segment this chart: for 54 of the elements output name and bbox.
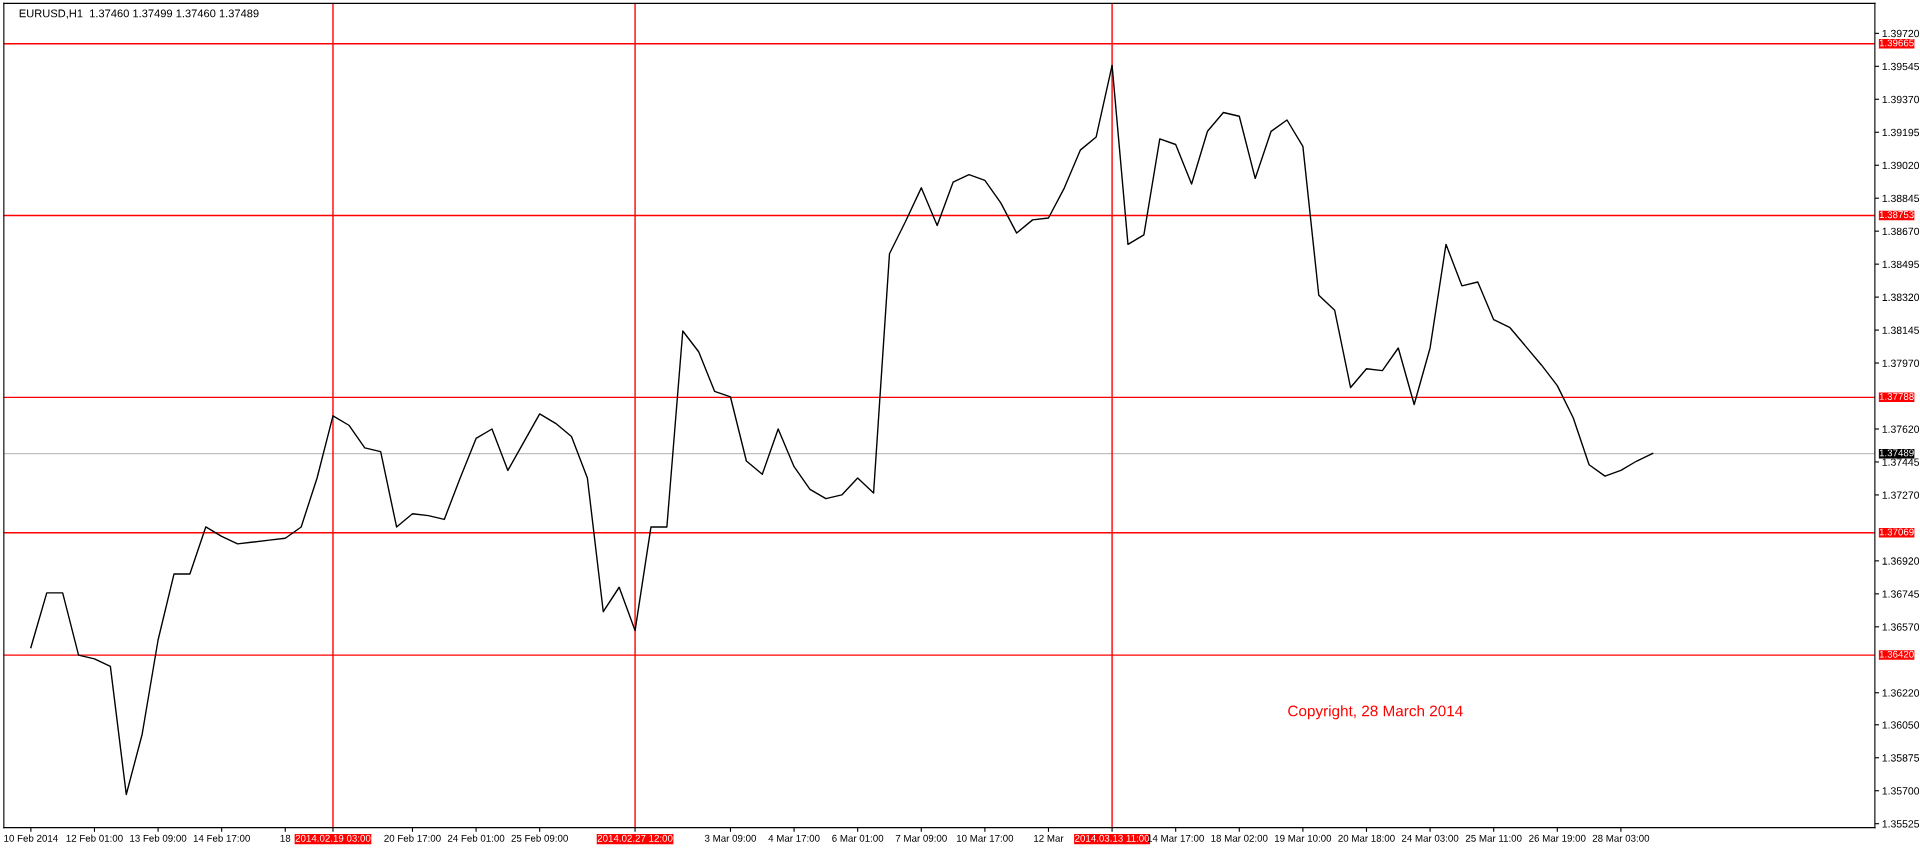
- x-tick-label: 14 Feb 17:00: [193, 834, 250, 842]
- y-tick-label: 1.36920: [1882, 557, 1920, 565]
- y-tick-label: 1.37445: [1882, 458, 1920, 466]
- x-tick-label: 2014.02.19 03:00: [295, 834, 371, 842]
- x-tick-label: 7 Mar 09:00: [895, 834, 947, 842]
- x-tick-label: 12 Feb 01:00: [66, 834, 123, 842]
- y-tick-label: 1.36570: [1882, 623, 1920, 631]
- x-tick-label: 4 Mar 17:00: [768, 834, 820, 842]
- y-tick-label: 1.36745: [1882, 590, 1920, 598]
- x-tick-label: 3 Mar 09:00: [704, 834, 757, 842]
- x-tick-label: 24 Feb 01:00: [447, 834, 505, 842]
- y-tick-label: 1.37970: [1882, 359, 1920, 367]
- chart-title: EURUSD,H1 1.37460 1.37499 1.37460 1.37489: [19, 9, 259, 19]
- x-tick-label: 20 Mar 18:00: [1338, 834, 1395, 842]
- y-tick-label: 1.36220: [1882, 689, 1920, 697]
- y-tick-label: 1.38145: [1882, 326, 1920, 334]
- y-tick-label: 1.39720: [1882, 29, 1920, 38]
- y-tick-label: 1.39020: [1882, 161, 1920, 170]
- y-tick-label: 1.38495: [1882, 260, 1920, 269]
- x-tick-label: 25 Feb 09:00: [511, 834, 568, 842]
- x-tick-label: 10 Mar 17:00: [956, 834, 1014, 842]
- y-tick-label: 1.37270: [1882, 491, 1920, 499]
- x-tick-label: 13 Feb 09:00: [130, 834, 187, 842]
- line-series: [30, 64, 1654, 796]
- x-tick-label: 2014.02.27 12:00: [597, 834, 673, 842]
- ref-line-label: 1.37788: [1879, 393, 1914, 400]
- y-tick-label: 1.35875: [1882, 754, 1920, 762]
- x-tick-label: 19 Mar 10:00: [1274, 834, 1332, 842]
- x-tick-label: 10 Feb 2014: [4, 834, 58, 842]
- ref-line-label: 1.37489: [1879, 449, 1914, 457]
- y-tick-label: 1.35525: [1882, 820, 1920, 828]
- x-tick-label: 18: [280, 834, 291, 842]
- y-tick-label: 1.38670: [1882, 227, 1920, 236]
- x-tick-label: 26 Mar 19:00: [1529, 834, 1586, 842]
- x-tick-label: 25 Mar 11:00: [1465, 834, 1522, 842]
- y-tick-label: 1.38320: [1882, 293, 1920, 301]
- y-tick-label: 1.36050: [1882, 721, 1920, 729]
- x-tick-label: 18 Mar 02:00: [1211, 834, 1268, 842]
- x-tick-label: 24 Mar 03:00: [1401, 834, 1459, 842]
- y-tick-label: 1.38845: [1882, 194, 1920, 203]
- x-tick-label: 12 Mar: [1034, 834, 1064, 842]
- ref-line-label: 1.38753: [1879, 211, 1914, 219]
- annotation: Copyright, 28 March 2014: [1288, 705, 1463, 720]
- ref-line-label: 1.36420: [1879, 650, 1914, 658]
- ref-line-label: 1.39665: [1879, 39, 1914, 47]
- y-tick-label: 1.39195: [1882, 128, 1920, 137]
- y-tick-label: 1.35700: [1882, 787, 1920, 795]
- x-tick-label: 20 Feb 17:00: [384, 834, 441, 842]
- ref-line-label: 1.37069: [1879, 528, 1914, 536]
- x-tick-label: 28 Mar 03:00: [1592, 834, 1650, 842]
- y-tick-label: 1.39370: [1882, 95, 1920, 104]
- y-tick-label: 1.39545: [1882, 62, 1920, 71]
- x-tick-label: 6 Mar 01:00: [832, 834, 884, 842]
- y-tick-label: 1.37620: [1882, 425, 1920, 433]
